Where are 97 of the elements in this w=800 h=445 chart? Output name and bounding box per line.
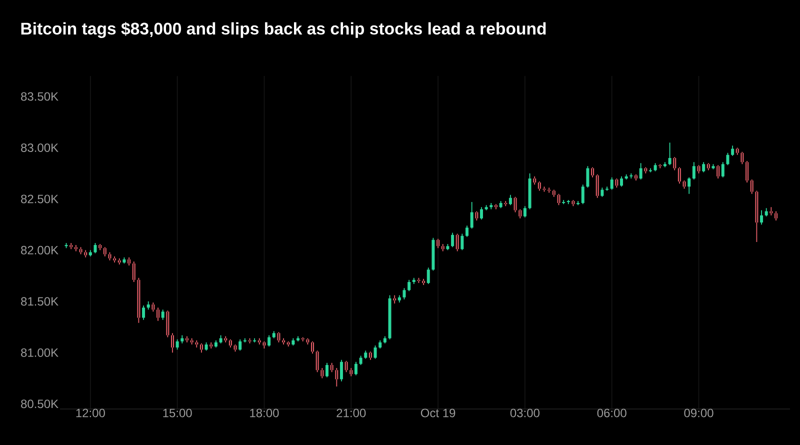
candlestick <box>436 238 440 248</box>
x-tick-label: 12:00 <box>76 408 105 418</box>
candlestick <box>185 336 188 342</box>
candlestick <box>228 339 232 348</box>
candlestick <box>152 302 155 312</box>
candlestick <box>170 333 174 353</box>
x-tick-label: 15:00 <box>163 408 192 418</box>
candlestick <box>137 278 140 323</box>
candlestick <box>282 338 286 344</box>
candlestick <box>132 261 136 282</box>
candlestick <box>494 204 498 210</box>
candlestick <box>88 250 92 256</box>
candlestick <box>190 338 194 344</box>
candlestick <box>301 337 304 342</box>
candlestick <box>706 163 710 170</box>
candlestick <box>368 352 372 360</box>
candlestick <box>552 190 556 197</box>
candlestick <box>320 368 324 378</box>
candlestick <box>770 207 773 216</box>
candlestick <box>596 174 599 198</box>
candlestick <box>113 256 116 262</box>
y-tick-label: 82.50K <box>21 194 58 204</box>
candlestick <box>311 341 314 354</box>
candlestick <box>316 350 319 372</box>
candlestick <box>548 188 551 193</box>
candlestick <box>456 234 459 252</box>
y-tick-label: 80.50K <box>21 400 58 408</box>
y-tick-label: 83.00K <box>21 143 58 152</box>
candlestick <box>736 148 739 155</box>
candlestick <box>118 258 121 265</box>
x-tick-label: Oct 19 <box>420 408 456 418</box>
candlestick <box>740 152 744 164</box>
y-tick-label: 83.50K <box>21 92 58 101</box>
candlestick <box>258 338 261 344</box>
candlestick <box>350 368 353 376</box>
candlestick <box>306 338 310 344</box>
chart-title: Bitcoin tags $83,000 and slips back as chip stocks lead a rebound <box>21 22 546 38</box>
candlestick <box>572 200 575 206</box>
candlestick <box>277 332 280 342</box>
candlestick <box>648 168 652 172</box>
candlestick <box>417 278 420 283</box>
x-tick-label: 21:00 <box>336 408 366 418</box>
candlestick <box>166 310 170 338</box>
candlestick <box>441 244 444 252</box>
candlestick <box>542 186 546 192</box>
candlestick <box>422 278 426 286</box>
x-tick-label: 18:00 <box>250 408 279 418</box>
candlestick <box>393 295 396 304</box>
candlestick <box>475 211 478 220</box>
candlestick <box>557 194 560 206</box>
candlestick <box>344 360 348 372</box>
candlestick <box>538 182 541 191</box>
y-tick-label: 81.00K <box>21 348 58 357</box>
candlestick <box>658 164 662 168</box>
candlestick <box>70 243 73 250</box>
candlestick <box>755 190 758 242</box>
candlestick <box>224 336 228 342</box>
y-tick-label: 82.00K <box>21 246 58 254</box>
candlestick <box>210 342 213 349</box>
x-tick-label: 03:00 <box>510 408 540 418</box>
candlestick <box>591 167 594 178</box>
candlestick <box>262 341 266 349</box>
candlestick <box>79 247 82 254</box>
candlestick <box>634 174 638 181</box>
candlestick <box>128 257 131 266</box>
candlestick <box>514 196 517 212</box>
candlestick <box>644 167 648 174</box>
candlestick <box>108 252 112 260</box>
candlestick <box>697 165 700 174</box>
candlestick <box>518 209 522 218</box>
candlestick <box>200 343 203 353</box>
y-tick-label: 81.50K <box>21 297 58 306</box>
candlestick <box>156 308 160 321</box>
candlestick <box>504 201 508 206</box>
candlestick <box>606 186 609 191</box>
candlestick <box>774 211 778 220</box>
candlestick <box>195 340 198 348</box>
candlestick <box>673 156 676 170</box>
candlestick <box>746 161 749 183</box>
candlestick <box>84 250 88 258</box>
candlestick <box>248 338 252 344</box>
x-tick-label: 09:00 <box>684 408 714 418</box>
candlestick <box>234 344 237 352</box>
candlestick <box>330 362 334 372</box>
candlestick <box>678 167 681 184</box>
candlestick <box>615 178 618 188</box>
candlestick <box>630 173 633 178</box>
candlestick <box>335 368 338 386</box>
candlestick <box>682 180 686 189</box>
candlestick <box>98 244 102 250</box>
candlestick <box>286 341 290 346</box>
candlestick <box>533 176 536 185</box>
candlestick <box>750 179 754 194</box>
candlestick <box>716 165 720 178</box>
x-tick-label: 06:00 <box>597 408 626 418</box>
candlestick <box>74 245 78 252</box>
candlestick <box>103 247 106 256</box>
